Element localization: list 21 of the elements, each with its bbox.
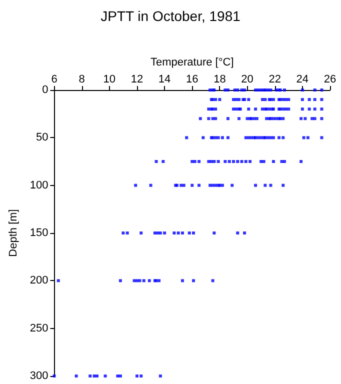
- x-tick-label: 10: [103, 74, 116, 86]
- x-tick-label: 18: [214, 74, 226, 86]
- x-tick-label: 24: [296, 74, 309, 86]
- y-tick-label: 150: [30, 227, 48, 239]
- y-tick-label: 200: [30, 274, 48, 287]
- x-tick-label: 14: [158, 74, 171, 86]
- x-tick-label: 16: [186, 74, 198, 86]
- x-axis-title: Temperature [°C]: [150, 56, 234, 68]
- y-tick-label: 50: [36, 132, 48, 144]
- y-tick-label: 250: [30, 322, 48, 334]
- y-axis-title: Depth [m]: [8, 209, 20, 257]
- x-tick-label: 22: [268, 74, 281, 86]
- y-tick-label: 100: [30, 179, 48, 192]
- x-tick-label: 12: [130, 74, 144, 86]
- y-tick-label: 300: [30, 370, 48, 382]
- y-tick-label: 0: [42, 84, 48, 96]
- x-tick-label: 6: [51, 74, 58, 86]
- x-tick-label: 20: [241, 74, 254, 86]
- x-tick-label: 8: [78, 74, 85, 86]
- chart-title: JPTT in October, 1981: [100, 8, 241, 24]
- x-tick-label: 26: [324, 74, 336, 86]
